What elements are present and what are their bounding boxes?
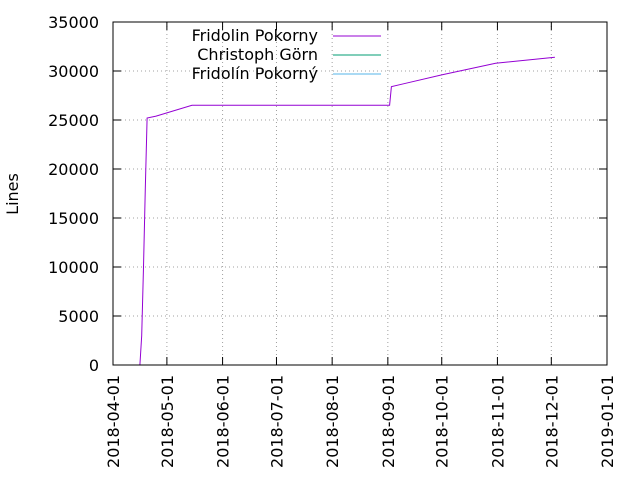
y-tick-label: 10000 [48, 258, 99, 277]
y-tick-label: 15000 [48, 209, 99, 228]
series-lines [139, 56, 555, 366]
series-line [139, 56, 555, 366]
x-tick-label: 2018-10-01 [433, 375, 452, 468]
legend-label: Christoph Görn [197, 45, 318, 64]
y-tick-label: 0 [89, 356, 99, 375]
x-tick-label: 2019-01-01 [598, 375, 617, 468]
x-axis: 2018-04-01 2018-05-01 2018-06-01 2018-07-01… [104, 22, 617, 468]
x-tick-label: 2018-08-01 [323, 375, 342, 468]
grid-lines [113, 22, 607, 365]
x-tick-label: 2018-07-01 [267, 375, 286, 468]
x-tick-label: 2018-05-01 [158, 375, 177, 468]
x-tick-label: 2018-11-01 [488, 375, 507, 468]
x-tick-label: 2018-12-01 [542, 375, 561, 468]
y-tick-label: 20000 [48, 160, 99, 179]
legend-label: Fridolín Pokorný [192, 64, 318, 83]
legend-label: Fridolin Pokorny [192, 26, 318, 45]
x-tick-label: 2018-06-01 [214, 375, 233, 468]
y-tick-label: 5000 [58, 307, 99, 326]
plot-area-border [112, 21, 608, 366]
x-tick-label: 2018-04-01 [104, 375, 123, 468]
y-axis: 0 5000 10000 15000 20000 25000 30000 35000 [48, 13, 607, 375]
y-axis-label: Lines [3, 173, 22, 215]
y-tick-label: 30000 [48, 62, 99, 81]
x-tick-label: 2018-09-01 [379, 375, 398, 468]
y-tick-label: 35000 [48, 13, 99, 32]
y-tick-label: 25000 [48, 111, 99, 130]
